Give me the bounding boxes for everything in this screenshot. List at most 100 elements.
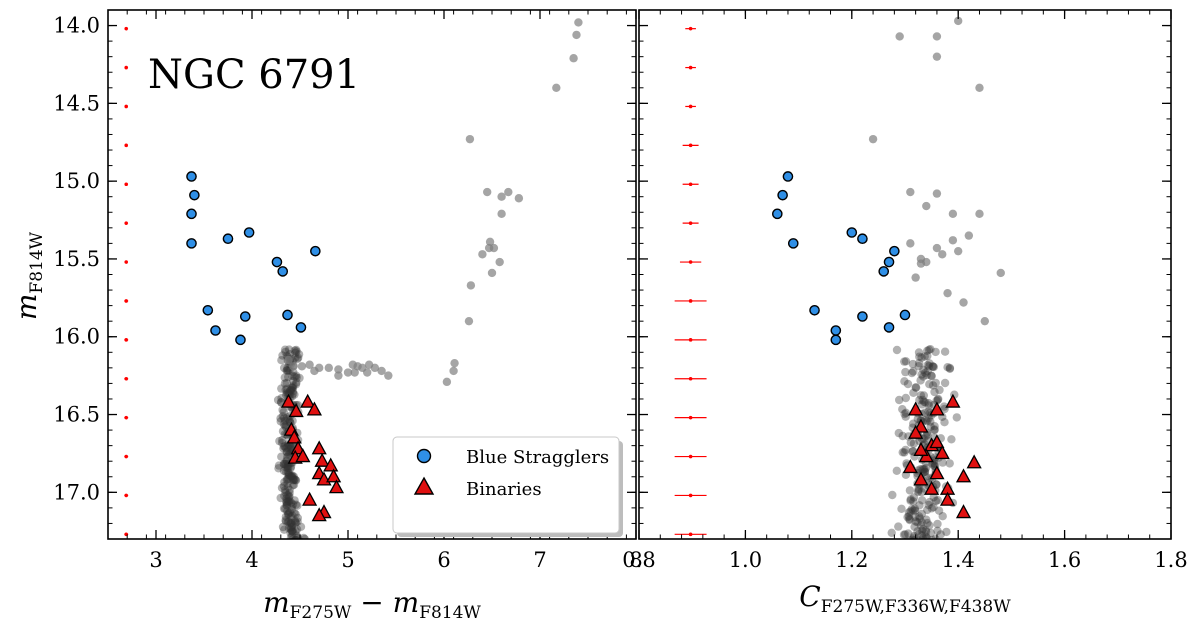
left-dense-star bbox=[283, 483, 293, 492]
right-dense-star bbox=[924, 414, 933, 423]
left-field-star bbox=[487, 268, 497, 278]
left-dense-star bbox=[285, 488, 294, 498]
left-dense-star bbox=[290, 516, 300, 526]
left-dense-star bbox=[286, 464, 295, 473]
left-blue-stragglers bbox=[186, 171, 321, 346]
left-field-star bbox=[572, 30, 581, 40]
left-x-tick-label: 7 bbox=[533, 548, 546, 572]
left-error-bar-point bbox=[124, 26, 129, 31]
right-dense-star bbox=[901, 412, 910, 421]
right-dense-star bbox=[917, 496, 927, 505]
y-tick-label: 15.0 bbox=[53, 169, 100, 193]
left-blue-straggler-point bbox=[186, 171, 197, 182]
left-dense-star bbox=[280, 525, 289, 534]
right-dense-star bbox=[916, 465, 925, 474]
right-binaries bbox=[902, 393, 982, 519]
right-dense-star bbox=[918, 395, 927, 405]
left-dense-star bbox=[277, 384, 286, 393]
left-dense-star bbox=[289, 472, 298, 481]
left-dense-star bbox=[283, 497, 293, 506]
left-field-star bbox=[363, 368, 372, 377]
left-dense-star bbox=[288, 526, 297, 535]
left-dense-star bbox=[286, 471, 295, 480]
left-dense-star bbox=[280, 459, 290, 469]
left-dense-star bbox=[274, 464, 283, 473]
right-dense-star bbox=[908, 535, 917, 539]
right-dense-star bbox=[905, 514, 914, 524]
left-dense-star bbox=[288, 476, 298, 485]
right-dense-star bbox=[927, 504, 936, 513]
left-dense-star bbox=[292, 525, 302, 534]
left-dense-star bbox=[294, 350, 304, 359]
right-dense-star bbox=[919, 484, 929, 493]
left-dense-star bbox=[282, 500, 291, 509]
left-dense-star bbox=[288, 371, 297, 381]
right-dense-star bbox=[924, 345, 934, 354]
left-dense-star bbox=[291, 518, 300, 528]
left-dense-star bbox=[284, 510, 293, 519]
left-dense-star bbox=[280, 421, 290, 430]
y-tick-label: 17.0 bbox=[53, 480, 100, 504]
right-dense-star bbox=[917, 531, 926, 539]
left-field-star bbox=[552, 83, 561, 92]
left-dense-star bbox=[283, 443, 292, 452]
left-dense-star bbox=[290, 509, 299, 518]
right-dense-star bbox=[906, 495, 915, 504]
right-dense-star bbox=[913, 518, 922, 527]
right-blue-straggler-point bbox=[787, 238, 799, 249]
left-dense-star bbox=[280, 491, 289, 501]
right-dense-star bbox=[921, 398, 930, 407]
left-dense-star bbox=[284, 490, 293, 500]
right-field-star bbox=[943, 288, 952, 298]
left-dense-star bbox=[283, 467, 292, 477]
right-blue-straggler-point bbox=[830, 334, 842, 346]
right-error-bar-point bbox=[688, 299, 693, 303]
right-field-star bbox=[932, 52, 942, 61]
left-dense-star bbox=[285, 485, 294, 495]
right-dense-star bbox=[922, 533, 931, 539]
right-dense-star bbox=[901, 445, 910, 455]
left-dense-star bbox=[287, 527, 296, 536]
right-dense-star bbox=[939, 402, 949, 411]
left-dense-star bbox=[277, 483, 287, 492]
left-dense-star bbox=[284, 345, 294, 354]
left-dense-star bbox=[285, 449, 294, 459]
right-dense-star bbox=[897, 504, 906, 513]
left-dense-star bbox=[281, 467, 291, 477]
right-dense-star bbox=[915, 358, 924, 368]
left-dense-star bbox=[285, 492, 294, 501]
right-dense-star bbox=[915, 529, 924, 539]
left-binary-point bbox=[302, 491, 318, 506]
left-dense-star bbox=[281, 516, 290, 525]
right-dense-star bbox=[911, 512, 920, 522]
left-dense-star bbox=[292, 373, 301, 382]
left-blue-straggler-point bbox=[243, 227, 255, 238]
right-dense-star bbox=[940, 378, 950, 388]
left-dense-star bbox=[279, 442, 289, 451]
right-dense-star bbox=[917, 370, 926, 379]
right-blue-straggler-point bbox=[883, 256, 895, 268]
left-dense-star bbox=[288, 471, 297, 480]
right-dense-star bbox=[923, 351, 932, 361]
right-x-tick-label: 1.6 bbox=[1048, 548, 1081, 572]
right-blue-straggler-point bbox=[857, 311, 868, 322]
left-dense-star bbox=[284, 497, 293, 506]
left-dense-star bbox=[292, 345, 301, 355]
right-dense-star bbox=[952, 413, 961, 422]
left-dense-star bbox=[285, 471, 295, 481]
left-binary-point bbox=[314, 452, 330, 467]
cluster-name: NGC 6791 bbox=[148, 52, 360, 98]
left-binary-point bbox=[311, 507, 327, 522]
right-error-bar-point bbox=[688, 493, 693, 498]
right-dense-star bbox=[900, 357, 909, 366]
left-dense-star bbox=[286, 462, 296, 471]
right-dense-star bbox=[934, 506, 944, 515]
right-dense-star bbox=[917, 509, 927, 519]
left-dense-star bbox=[293, 513, 302, 523]
right-dense-star bbox=[922, 527, 931, 536]
left-binary-point bbox=[306, 401, 322, 416]
left-dense-star bbox=[281, 460, 290, 469]
right-dense-star bbox=[917, 487, 926, 497]
left-dense-star bbox=[290, 390, 299, 399]
left-field-star bbox=[297, 362, 307, 371]
